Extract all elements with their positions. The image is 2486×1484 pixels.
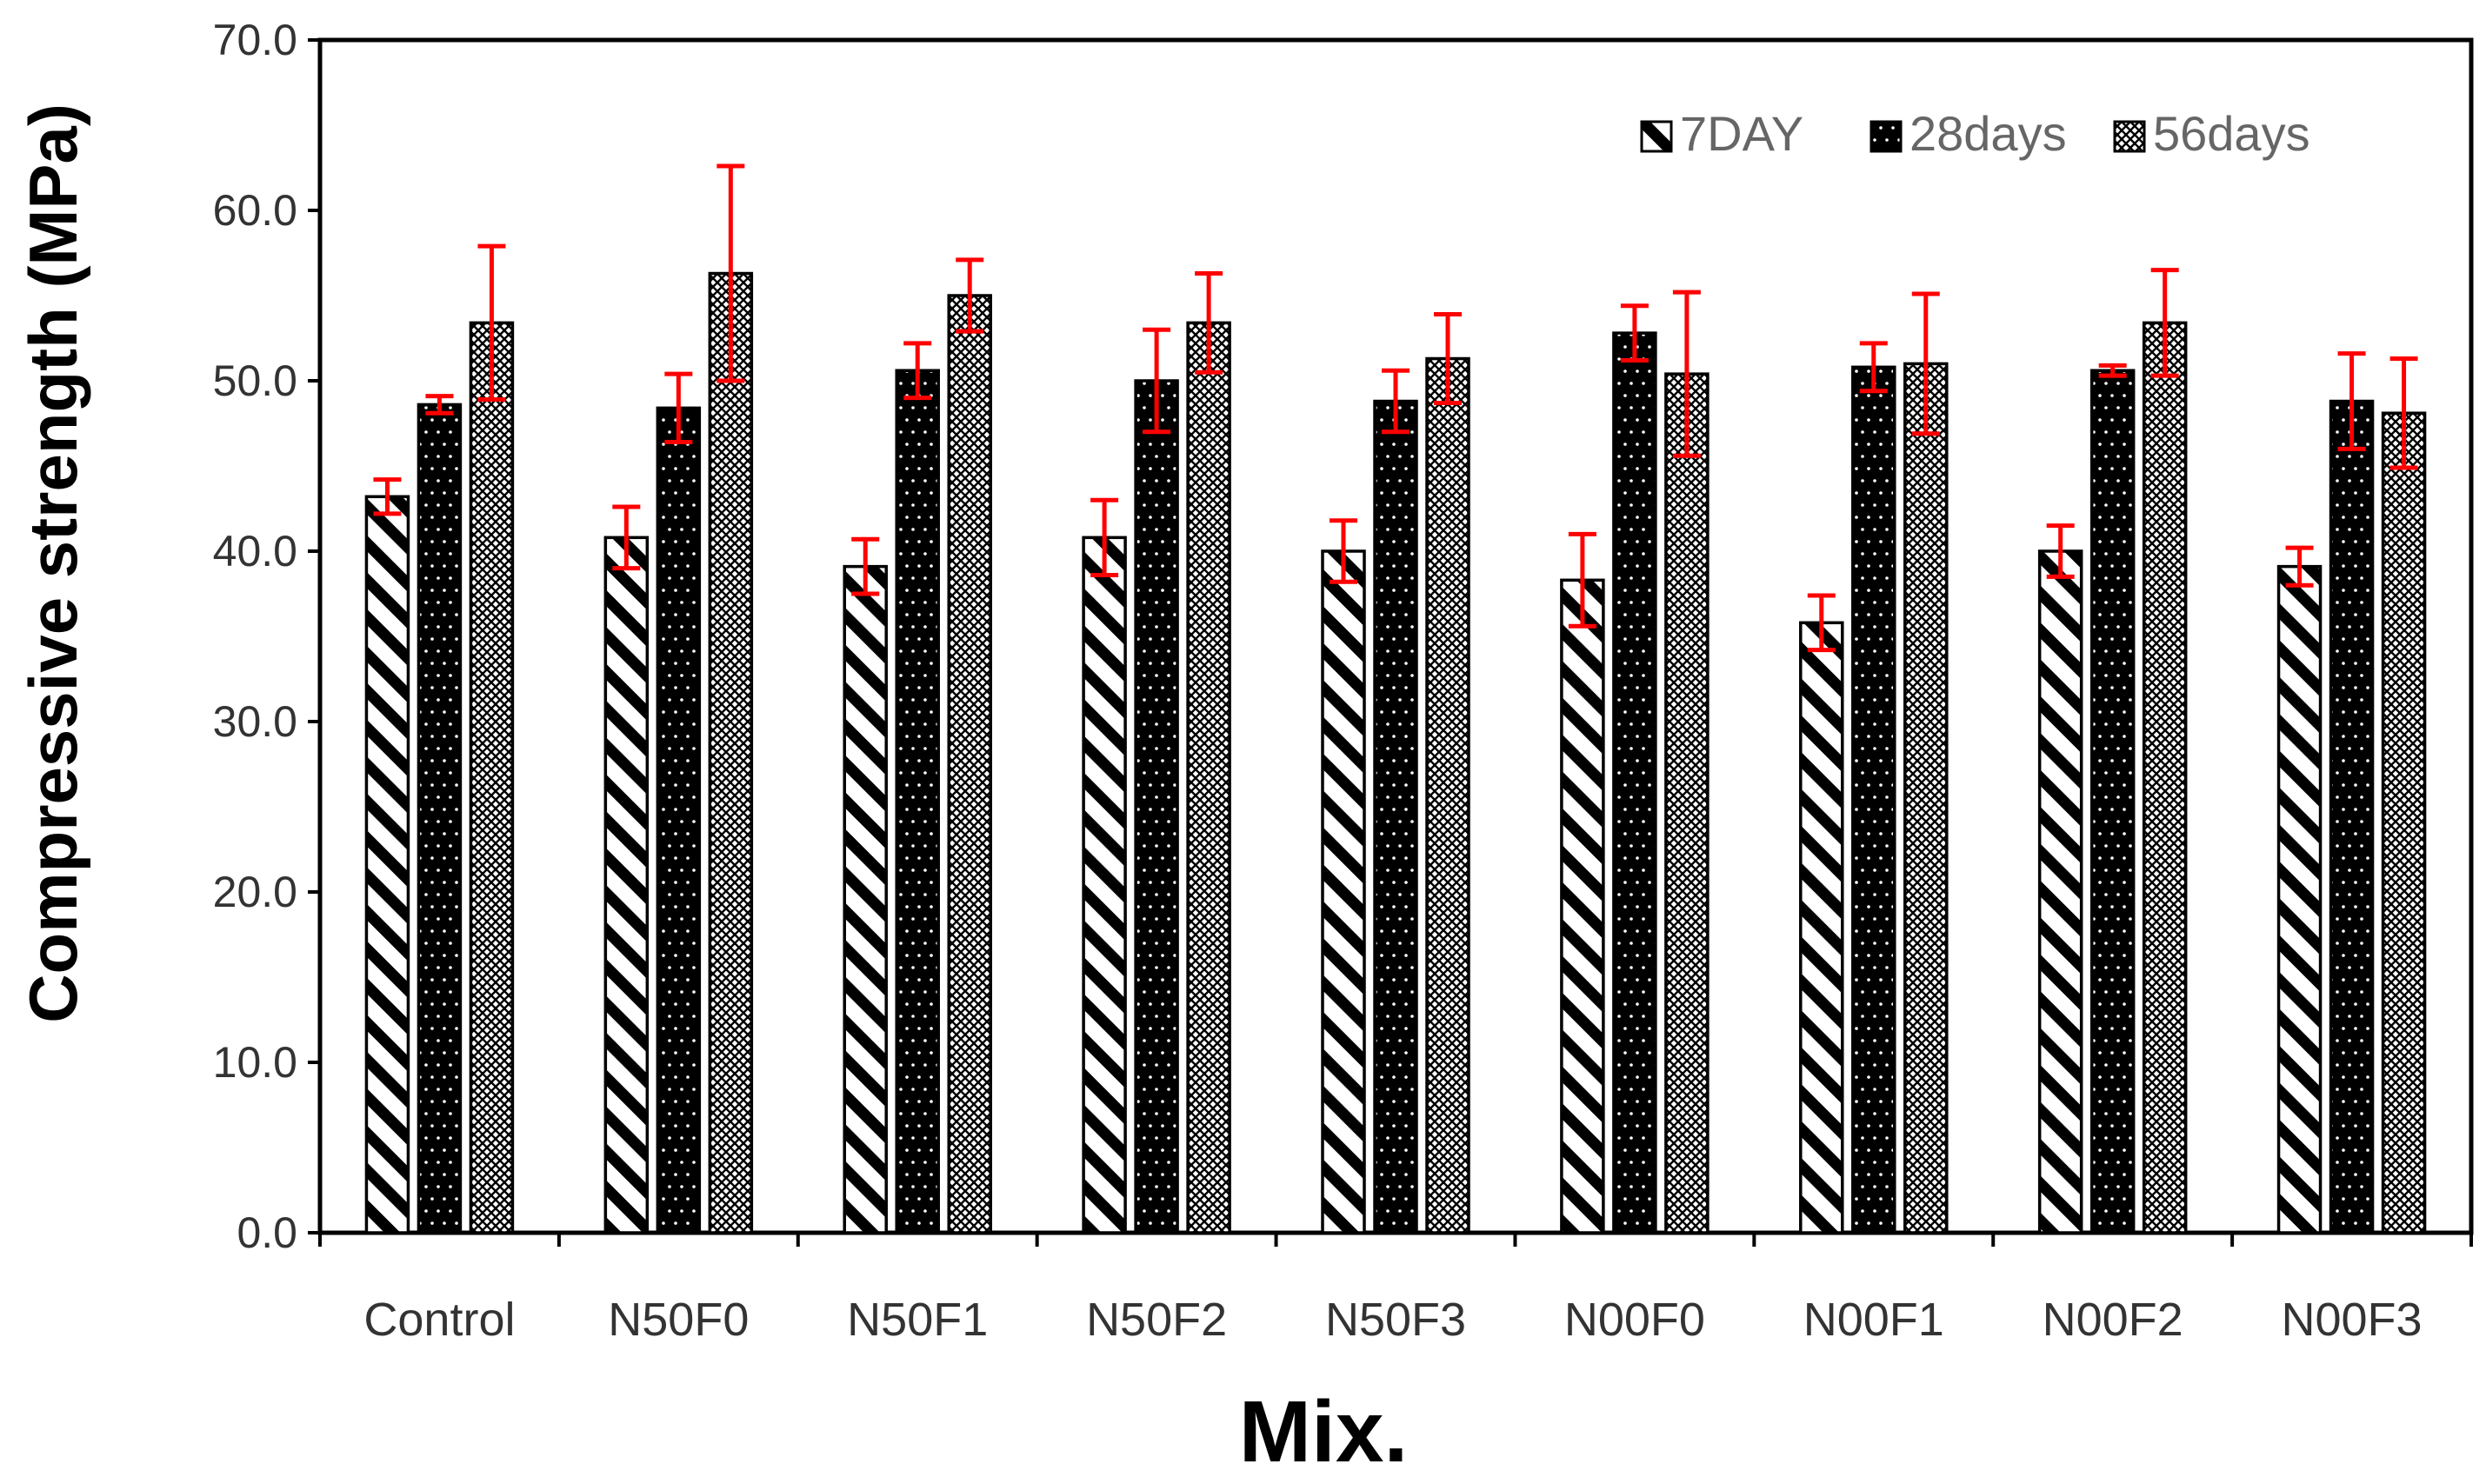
- bar-28days-N50F1: [895, 369, 940, 1234]
- error-bar-7DAY-Control: [373, 477, 402, 516]
- legend-swatch-7DAY: [1640, 120, 1673, 153]
- error-bar-56days-Control: [477, 243, 506, 403]
- y-tick-label: 30.0: [213, 697, 297, 746]
- error-bar-28days-N50F3: [1382, 368, 1410, 435]
- bar-56days-N00F3: [2381, 411, 2427, 1234]
- bar-28days-N00F1: [1851, 365, 1896, 1234]
- bar-7DAY-N00F0: [1560, 578, 1605, 1234]
- legend-swatch-56days: [2113, 120, 2146, 153]
- error-bar-56days-N00F2: [2150, 268, 2179, 378]
- y-tick-label: 70.0: [213, 16, 297, 64]
- y-tick-label: 20.0: [213, 868, 297, 916]
- error-bar-56days-N50F2: [1195, 271, 1223, 375]
- bar-56days-N00F1: [1903, 362, 1949, 1234]
- bar-7DAY-N50F1: [843, 564, 888, 1234]
- error-bar-56days-N00F0: [1672, 289, 1701, 458]
- bar-7DAY-N50F2: [1082, 536, 1127, 1234]
- bar-56days-Control: [469, 321, 515, 1234]
- bar-28days-N00F3: [2329, 399, 2375, 1234]
- error-bar-7DAY-N50F2: [1090, 497, 1119, 577]
- error-bar-7DAY-N00F2: [2046, 523, 2075, 579]
- error-bar-56days-N50F1: [956, 257, 984, 334]
- bar-28days-N50F0: [656, 406, 702, 1234]
- y-axis-title: Compressive strength (MPa): [15, 103, 91, 1023]
- y-tick-label: 10.0: [213, 1038, 297, 1087]
- y-axis: 0.0 10.0 20.0 30.0 40.0 50.0 60.0 70.0: [213, 16, 320, 1257]
- x-tick-label: N50F2: [1086, 1294, 1227, 1346]
- bar-56days-N00F0: [1664, 372, 1710, 1234]
- y-tick-label: 0.0: [237, 1208, 297, 1257]
- error-bar-56days-N00F3: [2389, 356, 2418, 470]
- bar-7DAY-N00F2: [2037, 549, 2083, 1234]
- y-tick-label: 60.0: [213, 186, 297, 235]
- error-bar-28days-N50F0: [664, 371, 693, 445]
- bar-7DAY-N50F3: [1321, 549, 1366, 1234]
- error-bar-7DAY-N50F0: [612, 504, 641, 571]
- x-tick-label: N00F2: [2043, 1294, 2183, 1346]
- x-axis-title: Mix.: [1239, 1383, 1408, 1481]
- error-bar-28days-N50F2: [1143, 327, 1171, 435]
- x-tick-label: N00F1: [1803, 1294, 1944, 1346]
- x-tick-label: N50F3: [1325, 1294, 1466, 1346]
- error-bar-28days-Control: [425, 394, 454, 416]
- error-bar-28days-N00F2: [2098, 363, 2127, 378]
- bar-28days-N00F0: [1612, 331, 1657, 1234]
- error-bar-28days-N00F0: [1620, 303, 1649, 363]
- x-tick-label: N00F0: [1564, 1294, 1705, 1346]
- bar-56days-N50F0: [708, 271, 754, 1234]
- bar-56days-N50F1: [947, 294, 992, 1234]
- bar-28days-N50F3: [1373, 399, 1418, 1234]
- legend: 7DAY 28days 56days: [1640, 106, 2310, 161]
- error-bar-7DAY-N00F3: [2285, 545, 2314, 588]
- error-bars-layer: [373, 163, 2418, 653]
- bar-56days-N50F3: [1425, 356, 1470, 1234]
- bar-28days-Control: [417, 403, 463, 1234]
- x-tick-label: N00F3: [2282, 1294, 2423, 1346]
- legend-label-7DAY: 7DAY: [1680, 106, 1803, 161]
- error-bar-7DAY-N50F1: [851, 536, 880, 596]
- y-tick-label: 50.0: [213, 356, 297, 405]
- error-bar-7DAY-N00F0: [1568, 531, 1596, 629]
- error-bar-28days-N50F1: [903, 341, 932, 401]
- bar-28days-N50F2: [1134, 379, 1179, 1234]
- y-tick-label: 40.0: [213, 527, 297, 576]
- bar-7DAY-Control: [364, 495, 410, 1234]
- error-bar-56days-N00F1: [1911, 291, 1940, 436]
- error-bar-7DAY-N00F1: [1807, 593, 1836, 653]
- bar-7DAY-N00F1: [1799, 621, 1844, 1234]
- x-axis: Control N50F0 N50F1 N50F2 N50F3 N00F0 N00F1 N00…: [318, 1233, 2473, 1346]
- x-tick-label: N50F1: [847, 1294, 988, 1346]
- bar-56days-N50F2: [1186, 321, 1231, 1234]
- legend-swatch-28days: [1869, 120, 1903, 153]
- legend-label-56days: 56days: [2153, 106, 2310, 161]
- bar-7DAY-N50F0: [603, 536, 650, 1234]
- x-tick-label: Control: [363, 1294, 515, 1346]
- error-bar-56days-N50F3: [1434, 312, 1462, 405]
- bar-28days-N00F2: [2089, 369, 2136, 1234]
- bars-layer: [364, 271, 2427, 1234]
- error-bar-28days-N00F1: [1859, 341, 1888, 394]
- x-tick-label: N50F0: [608, 1294, 749, 1346]
- error-bar-56days-N50F0: [716, 163, 745, 383]
- legend-label-28days: 28days: [1909, 106, 2067, 161]
- bar-56days-N00F2: [2142, 321, 2188, 1234]
- error-bar-28days-N00F3: [2337, 351, 2366, 451]
- error-bar-7DAY-N50F3: [1330, 518, 1357, 584]
- bar-7DAY-N00F3: [2276, 564, 2323, 1234]
